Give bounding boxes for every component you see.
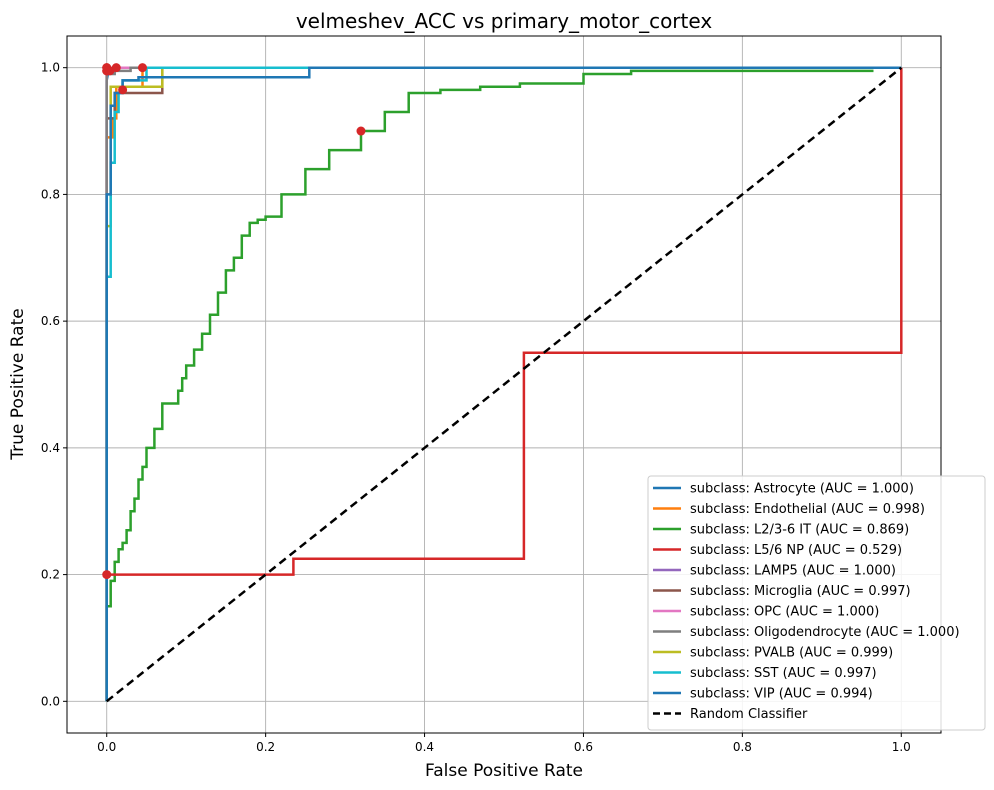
- y-tick-label: 0.0: [41, 694, 60, 708]
- legend-entry: subclass: LAMP5 (AUC = 1.000): [690, 564, 896, 579]
- y-tick-label: 0.2: [41, 568, 60, 582]
- series-line-3: [106, 67, 903, 576]
- legend-entry: subclass: Endothelial (AUC = 0.998): [690, 502, 925, 517]
- x-tick-label: 0.2: [256, 740, 275, 754]
- markers-layer: [102, 63, 366, 580]
- y-axis-label: True Positive Rate: [8, 308, 28, 460]
- x-tick-label: 0.6: [574, 740, 593, 754]
- y-tick-label: 1.0: [41, 61, 60, 75]
- legend-entry: subclass: Oligodendrocyte (AUC = 1.000): [690, 625, 960, 640]
- threshold-marker-3: [102, 570, 112, 580]
- threshold-marker-5: [118, 85, 128, 95]
- series-line-2: [105, 69, 874, 702]
- y-tick-label: 0.4: [41, 441, 60, 455]
- legend: subclass: Astrocyte (AUC = 1.000) subclas…: [647, 475, 986, 731]
- threshold-marker-1: [137, 63, 147, 73]
- legend-entry: subclass: L5/6 NP (AUC = 0.529): [690, 543, 902, 558]
- x-tick-label: 1.0: [892, 740, 911, 754]
- threshold-marker-2: [356, 126, 366, 136]
- legend-frame: [647, 475, 986, 731]
- x-axis-label: False Positive Rate: [425, 761, 583, 781]
- legend-entry: subclass: Astrocyte (AUC = 1.000): [690, 482, 914, 497]
- x-tick-label: 0.8: [733, 740, 752, 754]
- legend-entry: subclass: SST (AUC = 0.997): [690, 666, 877, 681]
- legend-entry: Random Classifier: [690, 707, 808, 722]
- x-tick-label: 0.0: [97, 740, 116, 754]
- series-line-9: [105, 66, 902, 702]
- legend-entry: subclass: OPC (AUC = 1.000): [690, 605, 879, 620]
- legend-entry: subclass: Microglia (AUC = 0.997): [690, 584, 911, 599]
- threshold-marker-10: [102, 66, 112, 76]
- y-tick-label: 0.6: [41, 314, 60, 328]
- series-line-11: [105, 66, 903, 703]
- legend-entry: subclass: PVALB (AUC = 0.999): [690, 646, 893, 661]
- plot-frame: [66, 35, 942, 734]
- y-tick-label: 0.8: [41, 187, 60, 201]
- x-axis-ticks: 0.0 0.2 0.4 0.6 0.8 1.0: [97, 733, 911, 754]
- chart-title: velmeshev_ACC vs primary_motor_cortex: [296, 9, 712, 33]
- legend-entry: subclass: L2/3-6 IT (AUC = 0.869): [690, 523, 909, 538]
- series-layer: [105, 66, 903, 703]
- series-line-1: [105, 66, 902, 702]
- x-tick-label: 0.4: [415, 740, 434, 754]
- y-axis-ticks: 0.0 0.2 0.4 0.6 0.8 1.0: [41, 61, 67, 708]
- legend-entry: subclass: VIP (AUC = 0.994): [690, 687, 873, 702]
